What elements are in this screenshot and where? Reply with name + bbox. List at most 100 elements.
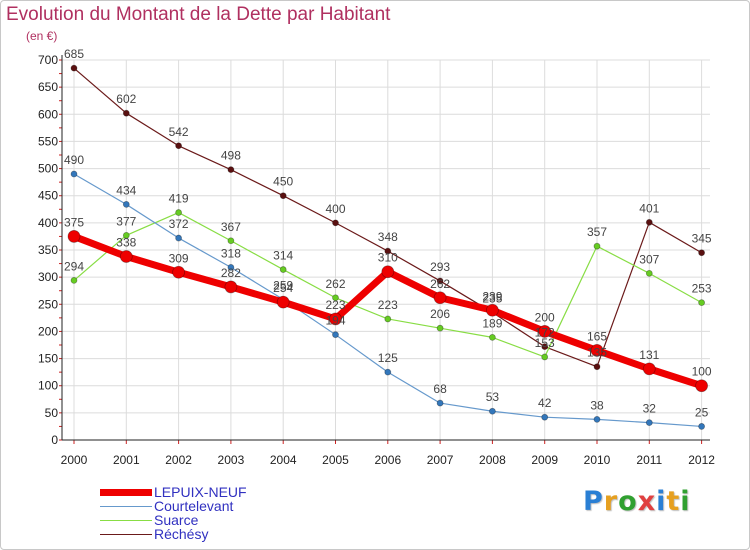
data-label-suarce: 377 bbox=[116, 214, 136, 228]
data-label-r-ch-sy: 542 bbox=[169, 125, 189, 139]
chart-series bbox=[67, 64, 708, 430]
data-point-lepuix-neuf bbox=[329, 312, 342, 326]
data-label-lepuix-neuf: 165 bbox=[587, 329, 607, 343]
data-label-r-ch-sy: 498 bbox=[221, 149, 241, 163]
data-point-lepuix-neuf bbox=[485, 303, 499, 317]
y-tick-label: 150 bbox=[38, 352, 58, 366]
data-label-r-ch-sy: 135 bbox=[587, 346, 607, 360]
data-point-courtelevant bbox=[488, 407, 496, 415]
data-point-lepuix-neuf bbox=[67, 230, 81, 243]
y-tick-label: 600 bbox=[38, 107, 58, 121]
data-point-lepuix-neuf bbox=[590, 344, 604, 357]
logo-letter: P bbox=[583, 486, 604, 517]
data-point-courtelevant bbox=[541, 413, 549, 421]
data-label-suarce: 153 bbox=[535, 336, 555, 350]
data-point-suarce bbox=[227, 237, 235, 245]
y-tick-label: 450 bbox=[38, 189, 58, 203]
chart-title: Evolution du Montant de la Dette par Hab… bbox=[6, 4, 391, 25]
data-point-lepuix-neuf bbox=[538, 325, 552, 338]
data-label-lepuix-neuf: 223 bbox=[325, 298, 345, 312]
legend-swatch bbox=[100, 506, 152, 507]
data-label-courtelevant: 259 bbox=[273, 278, 293, 292]
data-point-r-ch-sy bbox=[436, 277, 444, 285]
y-tick-label: 500 bbox=[38, 162, 58, 176]
data-label-suarce: 419 bbox=[169, 192, 189, 206]
x-tick-label: 2005 bbox=[322, 453, 349, 467]
x-tick-label: 2000 bbox=[61, 453, 88, 467]
legend-swatch bbox=[100, 489, 152, 496]
data-label-courtelevant: 32 bbox=[643, 402, 657, 416]
data-label-r-ch-sy: 345 bbox=[692, 232, 712, 246]
data-point-r-ch-sy bbox=[593, 363, 601, 371]
data-point-r-ch-sy bbox=[70, 64, 78, 72]
data-point-courtelevant bbox=[175, 234, 183, 242]
data-label-suarce: 223 bbox=[378, 298, 398, 312]
data-point-lepuix-neuf bbox=[695, 379, 708, 393]
data-point-r-ch-sy bbox=[332, 219, 339, 227]
x-tick-label: 2011 bbox=[636, 453, 662, 467]
x-tick-label: 2001 bbox=[113, 453, 140, 467]
x-tick-label: 2003 bbox=[218, 453, 245, 467]
y-tick-label: 250 bbox=[38, 297, 58, 311]
data-label-courtelevant: 125 bbox=[378, 351, 398, 365]
x-tick-label: 2009 bbox=[531, 453, 558, 467]
legend-label: Courtelevant bbox=[154, 498, 234, 514]
x-tick-label: 2004 bbox=[270, 453, 297, 467]
data-point-suarce bbox=[436, 324, 444, 332]
y-tick-label: 550 bbox=[38, 134, 58, 148]
x-tick-label: 2002 bbox=[165, 453, 192, 467]
legend-swatch bbox=[100, 520, 152, 521]
data-label-r-ch-sy: 602 bbox=[116, 92, 136, 106]
chart-data-labels: 685 602 542 498 450 400 348 293 235 172 135 401 345 2… bbox=[64, 47, 712, 419]
data-point-courtelevant bbox=[384, 368, 392, 376]
data-point-r-ch-sy bbox=[279, 192, 287, 200]
logo-letter: i bbox=[656, 486, 667, 517]
y-tick-label: 650 bbox=[38, 80, 58, 94]
data-label-lepuix-neuf: 338 bbox=[116, 236, 136, 250]
data-label-courtelevant: 25 bbox=[695, 405, 709, 419]
data-label-r-ch-sy: 172 bbox=[535, 326, 555, 340]
data-label-r-ch-sy: 685 bbox=[64, 47, 84, 61]
y-tick-label: 0 bbox=[51, 433, 58, 447]
data-point-suarce bbox=[279, 266, 287, 273]
data-label-suarce: 307 bbox=[639, 252, 659, 266]
data-point-lepuix-neuf bbox=[276, 295, 290, 309]
y-tick-label: 700 bbox=[38, 53, 58, 67]
data-label-courtelevant: 42 bbox=[538, 396, 552, 410]
data-label-r-ch-sy: 235 bbox=[482, 291, 502, 305]
y-tick-label: 50 bbox=[45, 406, 59, 420]
data-label-lepuix-neuf: 239 bbox=[482, 289, 502, 303]
data-point-courtelevant bbox=[332, 331, 339, 339]
data-point-courtelevant bbox=[436, 399, 444, 407]
data-point-suarce bbox=[70, 276, 78, 284]
data-label-lepuix-neuf: 200 bbox=[535, 310, 555, 324]
data-label-r-ch-sy: 293 bbox=[430, 260, 450, 274]
data-label-suarce: 367 bbox=[221, 220, 241, 234]
legend-label: Réchésy bbox=[154, 526, 209, 542]
data-label-courtelevant: 318 bbox=[221, 246, 241, 260]
data-point-courtelevant bbox=[122, 200, 130, 208]
data-point-r-ch-sy bbox=[227, 166, 235, 174]
data-label-lepuix-neuf: 254 bbox=[273, 281, 293, 295]
y-tick-label: 300 bbox=[38, 270, 58, 284]
logo-letter: r bbox=[603, 486, 619, 517]
data-point-suarce bbox=[384, 315, 392, 323]
x-tick-label: 2012 bbox=[688, 453, 715, 467]
data-label-courtelevant: 53 bbox=[486, 390, 500, 404]
legend-label: Suarce bbox=[154, 512, 199, 528]
data-label-suarce: 262 bbox=[325, 277, 345, 291]
data-point-lepuix-neuf bbox=[381, 265, 395, 279]
data-point-courtelevant bbox=[70, 170, 78, 178]
logo-letter: o bbox=[618, 486, 638, 517]
logo-letter: t bbox=[666, 486, 681, 517]
data-label-suarce: 206 bbox=[430, 307, 450, 321]
data-label-r-ch-sy: 400 bbox=[325, 202, 345, 216]
y-tick-label: 200 bbox=[38, 324, 58, 338]
data-point-courtelevant bbox=[698, 423, 705, 430]
data-label-courtelevant: 38 bbox=[590, 398, 604, 412]
data-label-suarce: 357 bbox=[587, 225, 607, 239]
chart-unit-label: (en €) bbox=[26, 29, 58, 43]
data-point-r-ch-sy bbox=[175, 142, 183, 150]
data-label-courtelevant: 68 bbox=[433, 382, 447, 396]
